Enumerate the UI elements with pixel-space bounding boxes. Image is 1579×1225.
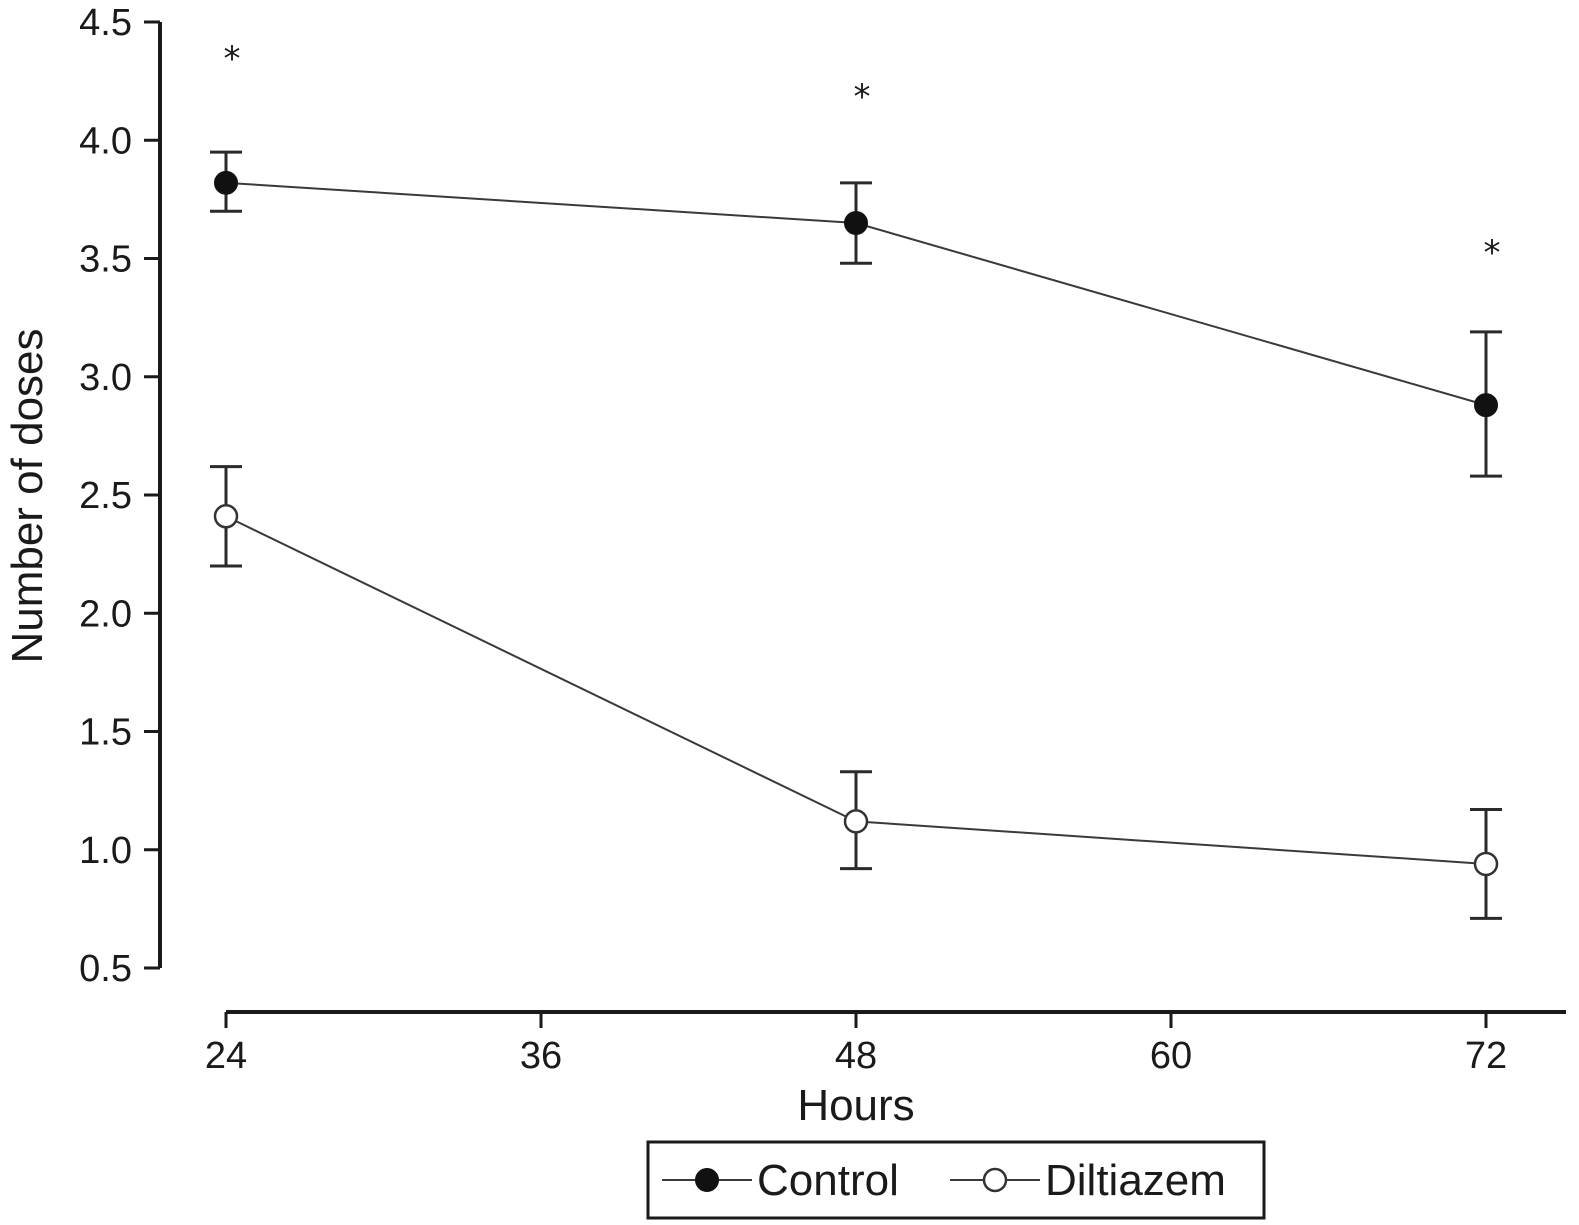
legend: Control Diltiazem <box>646 1140 1266 1220</box>
diltiazem-point <box>843 809 869 834</box>
control-point <box>1474 393 1498 418</box>
x-tick-label: 60 <box>1150 1035 1192 1077</box>
legend-control-label: Control <box>757 1156 899 1205</box>
series-control <box>210 150 1502 478</box>
series-layer <box>210 150 1502 920</box>
legend-control-marker <box>695 1168 719 1192</box>
y-tick-label: 1.5 <box>79 712 132 754</box>
control-point <box>844 211 868 236</box>
y-tick-label: 0.5 <box>79 948 132 990</box>
significance-asterisk: * <box>1484 233 1501 273</box>
x-tick-label: 36 <box>520 1035 562 1077</box>
y-tick-label: 4.0 <box>79 120 132 162</box>
control-point <box>214 170 238 195</box>
legend-diltiazem-label: Diltiazem <box>1045 1156 1226 1205</box>
legend-diltiazem-marker <box>982 1167 1008 1193</box>
y-tick-label: 3.0 <box>79 357 132 399</box>
diltiazem-point <box>1473 851 1499 877</box>
x-axis: 24 36 48 60 72 <box>205 1010 1566 1077</box>
y-tick-label: 2.5 <box>79 475 132 517</box>
y-tick-label: 1.0 <box>79 830 132 872</box>
y-axis: 0.5 1.0 1.5 2.0 2.5 3.0 3.5 4.0 4.5 <box>79 2 162 990</box>
y-tick-label: 2.0 <box>79 593 132 635</box>
significance-asterisk: * <box>854 77 871 117</box>
series-diltiazem <box>210 465 1502 920</box>
diltiazem-point <box>213 504 239 529</box>
x-axis-title: Hours <box>797 1081 914 1130</box>
significance-asterisk: * <box>224 39 241 79</box>
x-tick-label: 72 <box>1465 1035 1507 1077</box>
x-tick-label: 24 <box>205 1035 247 1077</box>
legend-item-diltiazem: Diltiazem <box>950 1156 1226 1205</box>
legend-item-control: Control <box>662 1156 899 1205</box>
significance-annotations: * * * <box>224 39 1501 273</box>
x-tick-label: 48 <box>835 1035 877 1077</box>
y-tick-label: 3.5 <box>79 239 132 281</box>
y-axis-title: Number of doses <box>3 328 52 663</box>
y-tick-label: 4.5 <box>79 2 132 44</box>
